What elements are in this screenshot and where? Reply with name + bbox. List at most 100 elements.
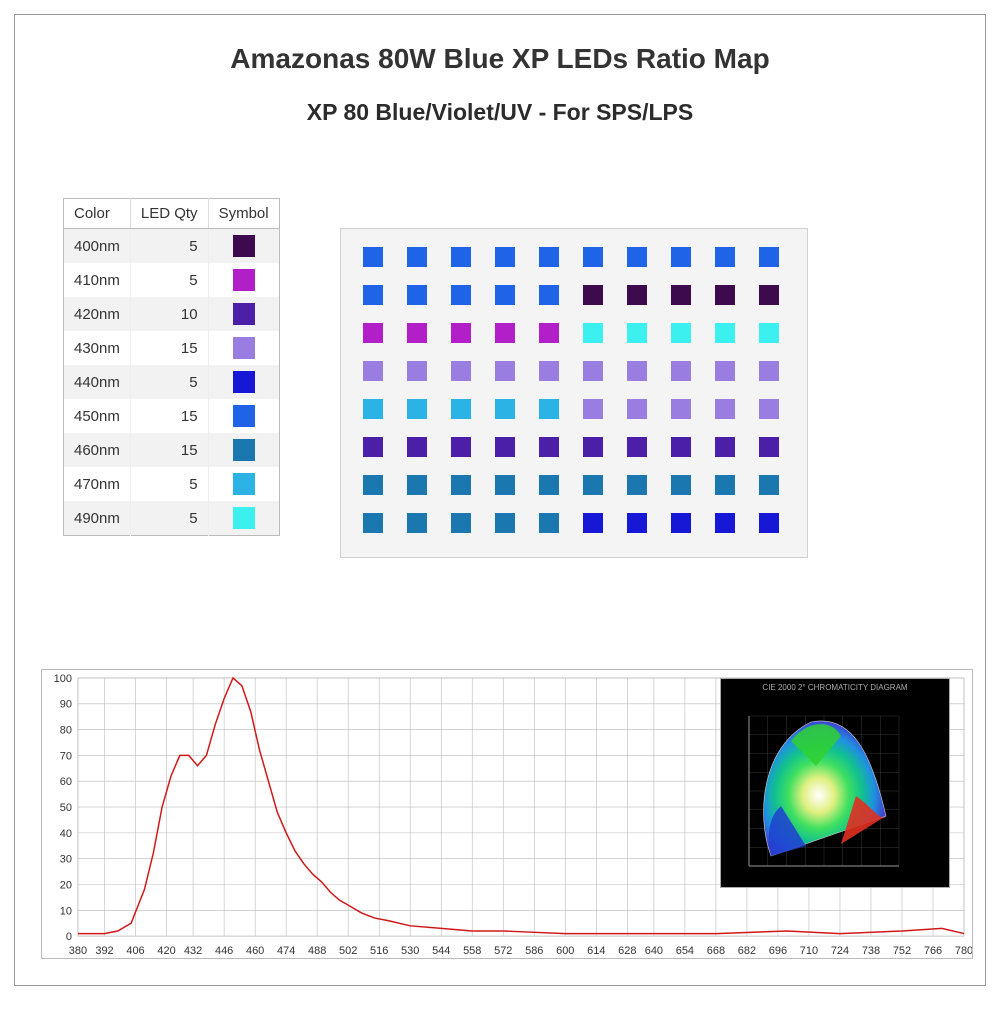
svg-text:628: 628 — [618, 945, 636, 957]
svg-text:572: 572 — [494, 945, 512, 957]
led-cell — [407, 437, 427, 457]
document-frame: Amazonas 80W Blue XP LEDs Ratio Map XP 8… — [14, 14, 986, 986]
qty-cell: 5 — [130, 365, 208, 399]
svg-text:392: 392 — [95, 945, 113, 957]
led-cell — [495, 437, 515, 457]
svg-text:460: 460 — [246, 945, 264, 957]
wavelength-cell: 440nm — [64, 365, 131, 399]
qty-cell: 15 — [130, 331, 208, 365]
led-cell — [671, 361, 691, 381]
svg-text:780: 780 — [955, 945, 972, 957]
led-cell — [583, 247, 603, 267]
qty-cell: 5 — [130, 229, 208, 264]
symbol-cell — [208, 501, 279, 536]
led-cell — [627, 361, 647, 381]
page-title: Amazonas 80W Blue XP LEDs Ratio Map — [33, 43, 967, 75]
led-cell — [671, 247, 691, 267]
symbol-cell — [208, 263, 279, 297]
color-swatch — [233, 235, 255, 257]
svg-text:90: 90 — [60, 699, 72, 711]
symbol-cell — [208, 433, 279, 467]
color-swatch — [233, 371, 255, 393]
led-cell — [407, 399, 427, 419]
qty-cell: 5 — [130, 501, 208, 536]
wavelength-cell: 410nm — [64, 263, 131, 297]
chromaticity-inset: CIE 2000 2° CHROMATICITY DIAGRAM — [720, 678, 950, 888]
qty-cell: 5 — [130, 467, 208, 501]
led-cell — [715, 323, 735, 343]
svg-text:50: 50 — [60, 802, 72, 814]
led-cell — [759, 437, 779, 457]
led-cell — [627, 437, 647, 457]
led-cell — [495, 513, 515, 533]
table-row: 460nm15 — [64, 433, 280, 467]
svg-text:544: 544 — [432, 945, 450, 957]
table-row: 410nm5 — [64, 263, 280, 297]
led-cell — [715, 361, 735, 381]
led-cell — [539, 285, 559, 305]
led-cell — [407, 285, 427, 305]
led-cell — [451, 323, 471, 343]
svg-text:640: 640 — [645, 945, 663, 957]
col-qty: LED Qty — [130, 199, 208, 229]
led-cell — [715, 285, 735, 305]
wavelength-cell: 430nm — [64, 331, 131, 365]
chroma-title: CIE 2000 2° CHROMATICITY DIAGRAM — [721, 679, 949, 696]
led-cell — [759, 399, 779, 419]
svg-text:586: 586 — [525, 945, 543, 957]
led-cell — [671, 475, 691, 495]
led-cell — [539, 323, 559, 343]
color-swatch — [233, 439, 255, 461]
led-cell — [627, 399, 647, 419]
led-cell — [715, 513, 735, 533]
symbol-cell — [208, 229, 279, 264]
led-grid — [363, 247, 785, 539]
wavelength-cell: 460nm — [64, 433, 131, 467]
svg-text:30: 30 — [60, 854, 72, 866]
table-row: 490nm5 — [64, 501, 280, 536]
table-row: 400nm5 — [64, 229, 280, 264]
led-cell — [759, 323, 779, 343]
led-cell — [627, 323, 647, 343]
color-swatch — [233, 269, 255, 291]
svg-text:70: 70 — [60, 750, 72, 762]
svg-text:60: 60 — [60, 776, 72, 788]
wavelength-cell: 470nm — [64, 467, 131, 501]
svg-text:682: 682 — [738, 945, 756, 957]
svg-text:558: 558 — [463, 945, 481, 957]
wavelength-cell: 420nm — [64, 297, 131, 331]
led-cell — [715, 437, 735, 457]
svg-text:406: 406 — [126, 945, 144, 957]
led-cell — [715, 475, 735, 495]
led-cell — [363, 323, 383, 343]
symbol-cell — [208, 365, 279, 399]
led-cell — [363, 285, 383, 305]
table-row: 420nm10 — [64, 297, 280, 331]
led-cell — [759, 513, 779, 533]
led-grid-panel — [340, 228, 808, 558]
led-cell — [451, 475, 471, 495]
led-cell — [583, 437, 603, 457]
led-cell — [407, 513, 427, 533]
symbol-cell — [208, 467, 279, 501]
led-cell — [539, 437, 559, 457]
svg-text:654: 654 — [676, 945, 694, 957]
led-cell — [407, 361, 427, 381]
led-cell — [495, 285, 515, 305]
svg-text:738: 738 — [862, 945, 880, 957]
led-cell — [671, 437, 691, 457]
svg-text:40: 40 — [60, 828, 72, 840]
table-row: 430nm15 — [64, 331, 280, 365]
svg-text:420: 420 — [157, 945, 175, 957]
led-cell — [627, 475, 647, 495]
svg-text:474: 474 — [277, 945, 295, 957]
led-cell — [363, 247, 383, 267]
led-cell — [671, 399, 691, 419]
page-subtitle: XP 80 Blue/Violet/UV - For SPS/LPS — [33, 99, 967, 126]
led-cell — [495, 399, 515, 419]
svg-text:0: 0 — [66, 931, 72, 943]
led-cell — [627, 285, 647, 305]
led-cell — [407, 323, 427, 343]
wavelength-cell: 400nm — [64, 229, 131, 264]
led-cell — [451, 285, 471, 305]
